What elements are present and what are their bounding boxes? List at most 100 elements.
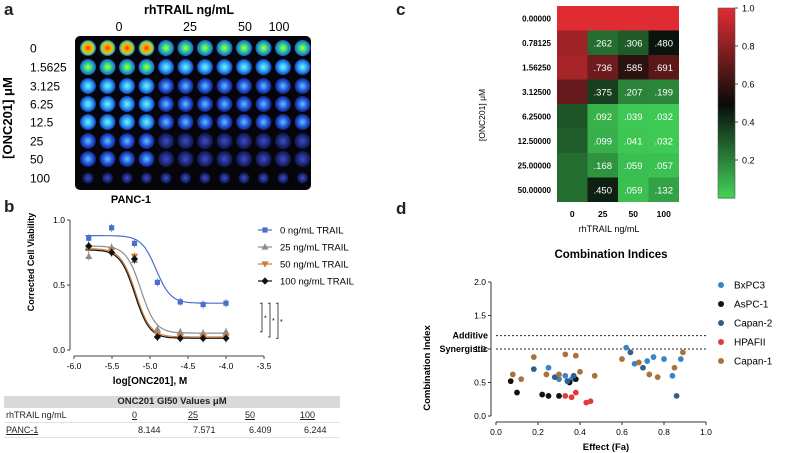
heatmap-cell <box>618 104 649 129</box>
plate-well <box>255 114 272 130</box>
heatmap-cell-value: .480 <box>655 38 674 49</box>
dose-data-point <box>222 328 230 335</box>
plate-well <box>158 151 174 167</box>
heatmap-cell <box>618 6 649 31</box>
dose-data-point <box>130 255 139 263</box>
ci-data-point <box>650 354 657 360</box>
colorbar-segment <box>718 103 735 107</box>
ci-data-point <box>530 354 537 360</box>
dose-y-tick-label: 0.0 <box>53 345 65 355</box>
heatmap-row-label: 12.50000 <box>518 137 552 146</box>
plate-well <box>119 151 135 167</box>
legend-marker <box>262 227 268 233</box>
significance-bracket <box>276 302 279 339</box>
table-row: rhTRAIL ng/mL 0 25 50 100 <box>4 408 340 423</box>
heatmap-cell <box>587 177 618 202</box>
plate-well <box>177 40 194 56</box>
dose-data-point <box>177 299 183 305</box>
dose-y-tick-label: 0.5 <box>53 280 65 290</box>
plate-well <box>177 59 194 75</box>
ci-x-tick-label: 0.6 <box>616 427 628 437</box>
heatmap-cell <box>557 6 588 31</box>
colorbar-segment <box>718 153 735 158</box>
colorbar-segment <box>718 185 735 190</box>
heatmap-row-label: 6.25000 <box>522 112 551 121</box>
plate-row-axis-label: [ONC201] μM <box>0 77 15 159</box>
plate-well <box>294 59 311 75</box>
dose-data-point <box>176 328 184 335</box>
plate-well <box>255 96 272 112</box>
plate-well <box>80 96 96 112</box>
heatmap-cell <box>618 128 649 153</box>
colorbar-segment <box>718 188 735 193</box>
plate-well <box>121 172 133 184</box>
colorbar-segment <box>718 36 735 41</box>
panel-label-d: d <box>396 199 407 218</box>
table-col-header: 0 <box>132 410 138 420</box>
legend-label: 50 ng/mL TRAIL <box>280 260 349 271</box>
plate-row-label: 0 <box>30 42 37 56</box>
colorbar-segment <box>718 147 735 152</box>
dose-x-tick-label: -4.0 <box>219 361 234 371</box>
colorbar-segment <box>718 90 735 95</box>
plate-well <box>177 78 194 94</box>
colorbar-segment <box>718 169 735 174</box>
table-cell: 8.144 <box>138 425 161 435</box>
heatmap-col-label: 0 <box>570 209 575 219</box>
ci-legend-label: Capan-2 <box>734 319 773 330</box>
table-cell: 7.571 <box>193 425 216 435</box>
ci-reference-label: Synergistic <box>439 344 488 354</box>
legend-label: 0 ng/mL TRAIL <box>280 226 343 237</box>
heatmap-cell-value: .168 <box>594 161 613 172</box>
ci-data-point <box>677 356 684 362</box>
heatmap-cell <box>648 6 679 31</box>
heatmap-cell <box>557 30 588 55</box>
significance-star: * <box>264 316 267 323</box>
ci-data-point <box>627 349 634 356</box>
dose-curve-series <box>85 235 226 304</box>
plate-well <box>219 172 230 184</box>
dose-x-tick-label: -3.5 <box>257 361 272 371</box>
ci-x-tick-label: 1.0 <box>700 427 712 437</box>
ci-data-point <box>640 364 646 371</box>
plate-well <box>275 151 291 167</box>
plate-well <box>236 133 252 149</box>
table-row-label: PANC-1 <box>6 425 39 435</box>
plate-well <box>177 133 194 149</box>
heatmap-cell <box>618 55 649 80</box>
plate-well <box>294 40 311 56</box>
plate-well <box>236 78 252 94</box>
dose-x-tick-label: -5.0 <box>143 361 158 371</box>
table-col-header: 50 <box>245 410 256 420</box>
plate-well <box>99 114 116 130</box>
ci-data-point <box>570 372 577 379</box>
heatmap-row-label: 50.00000 <box>518 186 552 195</box>
plate-well <box>294 78 311 94</box>
colorbar-segment <box>718 55 735 60</box>
plate-well <box>216 114 233 130</box>
heatmap-cell-value: .736 <box>594 63 613 74</box>
plate-well <box>216 133 233 149</box>
plate-well <box>258 172 269 184</box>
colorbar-segment <box>718 87 735 91</box>
plate-col-label: 0 <box>116 20 123 34</box>
plate-well <box>177 151 194 167</box>
plate-well <box>138 40 155 56</box>
plate-well <box>238 172 250 184</box>
plate-well <box>236 151 252 167</box>
dose-ylabel: Corrected Cell Viability <box>26 213 36 311</box>
ci-data-point <box>562 351 569 358</box>
colorbar-segment <box>718 96 735 101</box>
plate-well <box>80 114 96 130</box>
heatmap-cell <box>557 177 588 202</box>
colorbar-segment <box>718 52 735 57</box>
plate-well <box>158 78 174 94</box>
heatmap-cell-value: .039 <box>624 112 643 123</box>
plate-well <box>216 78 233 94</box>
colorbar-segment <box>718 141 735 145</box>
dose-data-point <box>108 248 116 257</box>
combination-index-chart: Combination Indices Combination Index Ef… <box>422 249 773 453</box>
dose-data-point <box>109 225 115 231</box>
ci-data-point <box>680 349 686 356</box>
plate-row-label: 1.5625 <box>30 61 67 75</box>
